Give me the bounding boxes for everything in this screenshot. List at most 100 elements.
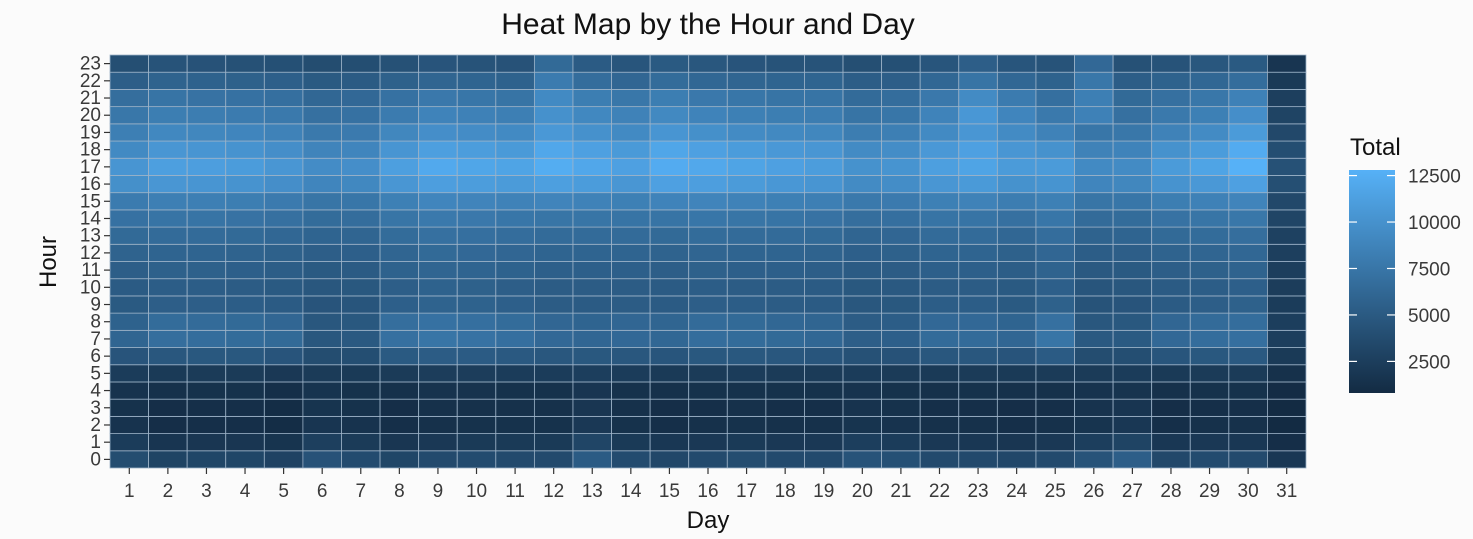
heatmap-cell [572, 243, 612, 262]
heatmap-cell [996, 261, 1037, 280]
heatmap-cell [765, 54, 805, 73]
heatmap-cell [263, 312, 304, 331]
heatmap-cell [881, 295, 921, 314]
heatmap-cell [572, 450, 612, 469]
heatmap-cell [1112, 209, 1153, 228]
heatmap-cell [1151, 106, 1191, 125]
heatmap-cell [379, 226, 420, 245]
heatmap-cells [109, 54, 1307, 469]
heatmap-cell [456, 261, 497, 280]
heatmap-cell [186, 106, 227, 125]
heatmap-cell [1151, 278, 1191, 297]
heatmap-cell [881, 364, 921, 383]
heatmap-cell [1035, 89, 1075, 108]
x-tick-label: 8 [394, 481, 405, 502]
x-tick-label: 7 [355, 481, 366, 502]
heatmap-cell [1035, 157, 1075, 176]
heatmap-cell [302, 157, 342, 176]
heatmap-cell [225, 381, 265, 400]
heatmap-cell [1074, 433, 1114, 452]
x-tick-label: 14 [620, 481, 642, 502]
heatmap-cell [958, 192, 998, 211]
heatmap-cell [263, 157, 304, 176]
heatmap-cell [572, 415, 612, 434]
heatmap-cell [1151, 433, 1191, 452]
heatmap-cell [572, 226, 612, 245]
heatmap-cell [1267, 364, 1307, 383]
heatmap-cell [1267, 140, 1307, 159]
heatmap-cell [495, 140, 535, 159]
heatmap-cell [263, 347, 304, 366]
heatmap-cell [842, 140, 883, 159]
y-tick-label: 6 [90, 346, 101, 367]
heatmap-cell [1151, 140, 1191, 159]
heatmap-cell [804, 364, 844, 383]
heatmap-cell [533, 329, 574, 348]
heatmap-cell [572, 175, 612, 194]
heatmap-cell [1267, 398, 1307, 417]
heatmap-cell [649, 364, 690, 383]
heatmap-cell [302, 347, 342, 366]
heatmap-cell [1112, 123, 1153, 142]
heatmap-cell [263, 415, 304, 434]
x-tick-label: 21 [890, 481, 911, 502]
heatmap-cell [1189, 209, 1230, 228]
heatmap-cell [688, 123, 728, 142]
heatmap-cell [1189, 312, 1230, 331]
heatmap-cell [302, 398, 342, 417]
heatmap-cell [1112, 415, 1153, 434]
heatmap-cell [572, 123, 612, 142]
heatmap-cell [996, 157, 1037, 176]
heatmap-cell [611, 347, 651, 366]
y-tick-label: 12 [80, 243, 101, 264]
heatmap-cell [765, 157, 805, 176]
heatmap-cell [109, 415, 149, 434]
legend-tick-label: 5000 [1408, 306, 1450, 327]
heatmap-cell [263, 123, 304, 142]
x-tick-label: 24 [1006, 481, 1028, 502]
heatmap-cell [765, 175, 805, 194]
heatmap-cell [109, 54, 149, 73]
heatmap-cell [225, 157, 265, 176]
x-tick-label: 27 [1122, 481, 1143, 502]
heatmap-cell [1267, 71, 1307, 90]
heatmap-cell [649, 433, 690, 452]
heatmap-cell [919, 123, 960, 142]
heatmap-cell [1035, 312, 1075, 331]
heatmap-cell [1189, 381, 1230, 400]
heatmap-cell [572, 364, 612, 383]
heatmap-cell [456, 312, 497, 331]
heatmap-cell [109, 329, 149, 348]
heatmap-cell [456, 192, 497, 211]
heatmap-cell [649, 243, 690, 262]
heatmap-cell [611, 140, 651, 159]
heatmap-cell [263, 278, 304, 297]
heatmap-cell [379, 450, 420, 469]
heatmap-cell [495, 123, 535, 142]
x-tick-label: 23 [967, 481, 988, 502]
heatmap-cell [765, 243, 805, 262]
heatmap-cell [1228, 347, 1268, 366]
heatmap-cell [418, 106, 458, 125]
heatmap-cell [842, 450, 883, 469]
heatmap-cell [996, 54, 1037, 73]
heatmap-cell [688, 364, 728, 383]
heatmap-cell [148, 312, 188, 331]
heatmap-cell [919, 450, 960, 469]
heatmap-cell [996, 140, 1037, 159]
heatmap-cell [418, 433, 458, 452]
heatmap-cell [341, 140, 381, 159]
heatmap-cell [688, 243, 728, 262]
heatmap-cell [804, 398, 844, 417]
heatmap-cell [495, 278, 535, 297]
heatmap-cell [495, 433, 535, 452]
heatmap-cell [533, 295, 574, 314]
heatmap-cell [611, 54, 651, 73]
heatmap-cell [1151, 415, 1191, 434]
heatmap-cell [302, 209, 342, 228]
heatmap-cell [996, 89, 1037, 108]
heatmap-cell [341, 398, 381, 417]
y-tick-label: 19 [80, 122, 101, 143]
legend-colorbar [1349, 170, 1395, 393]
